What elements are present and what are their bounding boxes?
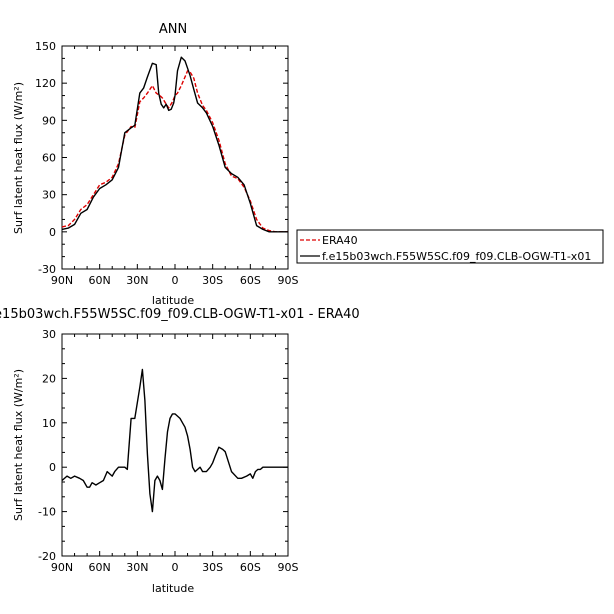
y-tick-label: 90 (42, 114, 56, 127)
top-panel: ANN -30 0 30 60 90 120 150 90N 60N 30N 0 30S 60S 90S… (12, 22, 604, 307)
x-tick-label: 30S (202, 561, 223, 574)
difference-line (61, 368, 288, 513)
x-tick-label: 30N (126, 561, 148, 574)
bottom-panel-title: f.e15b03wch.F55W5SC.f09_f09.CLB-OGW-T1-x… (0, 307, 360, 322)
x-tick-label: 0 (172, 561, 179, 574)
series-line-model (61, 56, 288, 233)
top-x-ticks: 90N 60N 30N 0 30S 60S 90S (51, 46, 299, 287)
x-tick-label: 60N (89, 274, 111, 287)
top-y-axis-label: Surf latent heat flux (W/m²) (12, 82, 25, 234)
bottom-panel: f.e15b03wch.F55W5SC.f09_f09.CLB-OGW-T1-x… (0, 307, 360, 595)
x-tick-label: 60S (240, 274, 261, 287)
legend: ERA40 f.e15b03wch.F55W5SC.f09_f09.CLB-OG… (296, 229, 604, 264)
x-tick-label: 30N (126, 274, 148, 287)
x-tick-label: 90S (278, 561, 299, 574)
y-tick-label: 60 (42, 152, 56, 165)
y-tick-label: 120 (35, 77, 56, 90)
y-tick-label: 0 (49, 461, 56, 474)
y-tick-label: 20 (42, 372, 56, 385)
x-tick-label: 0 (172, 274, 179, 287)
bottom-series-group (61, 368, 288, 513)
x-tick-label: 90N (51, 274, 73, 287)
bottom-y-ticks: -20 -10 0 10 20 30 (38, 328, 288, 563)
bottom-plot-frame (61, 333, 289, 557)
x-tick-label: 60N (89, 561, 111, 574)
top-series-group (61, 56, 288, 233)
y-tick-label: 150 (35, 40, 56, 53)
bottom-x-axis-label: latitude (152, 582, 194, 595)
y-tick-label: 0 (49, 226, 56, 239)
legend-box (296, 229, 604, 264)
top-x-axis-label: latitude (152, 294, 194, 307)
y-tick-label: 30 (42, 328, 56, 341)
y-tick-label: 10 (42, 417, 56, 430)
legend-label-era40: ERA40 (322, 234, 358, 247)
y-tick-label: -30 (38, 263, 56, 276)
y-tick-label: -20 (38, 550, 56, 563)
x-tick-label: 90S (278, 274, 299, 287)
top-y-ticks: -30 0 30 60 90 120 150 (35, 40, 288, 276)
legend-label-model: f.e15b03wch.F55W5SC.f09_f09.CLB-OGW-T1-x… (322, 250, 591, 263)
top-plot-frame (61, 45, 289, 270)
x-tick-label: 60S (240, 561, 261, 574)
bottom-y-axis-label: Surf latent heat flux (W/m²) (12, 369, 25, 521)
y-tick-label: -10 (38, 506, 56, 519)
x-tick-label: 90N (51, 561, 73, 574)
top-panel-title: ANN (159, 22, 187, 37)
bottom-x-ticks: 90N 60N 30N 0 30S 60S 90S (51, 334, 299, 574)
y-tick-label: 30 (42, 189, 56, 202)
x-tick-label: 30S (202, 274, 223, 287)
